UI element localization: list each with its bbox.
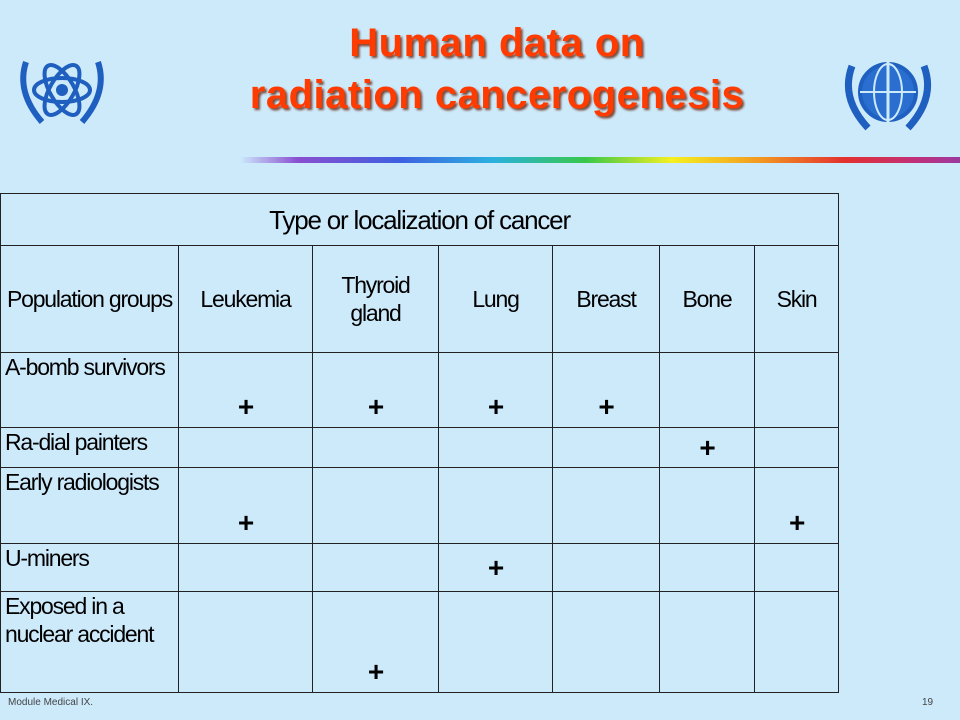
who-logo xyxy=(844,60,932,131)
empty-cell xyxy=(753,352,840,428)
cell-mark: + xyxy=(178,352,313,428)
cell-mark: + xyxy=(312,591,439,693)
cell-mark: + xyxy=(659,427,755,468)
page-number: 19 xyxy=(922,697,934,708)
table-caption: Type or localization of cancer xyxy=(0,193,840,246)
table-row: Ra-dial painters + xyxy=(0,427,840,468)
title-line: radiation cancerogenesis xyxy=(249,73,745,117)
row-label: Ra-dial painters xyxy=(0,427,179,468)
rainbow-divider xyxy=(240,157,960,163)
cell-mark: + xyxy=(312,352,439,428)
empty-cell xyxy=(659,591,755,693)
empty-cell xyxy=(753,427,840,468)
table-row: Early radiologists + + xyxy=(0,467,840,544)
empty-cell xyxy=(438,427,553,468)
row-label: Exposed in a nuclear accident xyxy=(0,591,179,693)
title-line: Human data on xyxy=(349,21,645,65)
empty-cell xyxy=(659,352,755,428)
empty-cell xyxy=(753,543,840,592)
cell-mark: + xyxy=(438,352,553,428)
column-header: Breast xyxy=(552,245,660,353)
cancer-table: Type or localization of cancer Population… xyxy=(0,193,840,693)
caption-row: Type or localization of cancer xyxy=(0,193,840,246)
table-row: A-bomb survivors + + + + xyxy=(0,352,840,428)
empty-cell xyxy=(659,543,755,592)
empty-cell xyxy=(312,543,439,592)
row-label: U-miners xyxy=(0,543,179,592)
column-header: Leukemia xyxy=(178,245,313,353)
empty-cell xyxy=(438,467,553,544)
empty-cell xyxy=(312,467,439,544)
row-label: Early radiologists xyxy=(0,467,179,544)
column-header: Thyroid gland xyxy=(312,245,439,353)
empty-cell xyxy=(178,543,313,592)
empty-cell xyxy=(753,591,840,693)
empty-cell xyxy=(438,591,553,693)
empty-cell xyxy=(659,467,755,544)
cell-mark: + xyxy=(552,352,660,428)
column-header: Population groups xyxy=(0,245,179,353)
table-row: U-miners + xyxy=(0,543,840,592)
empty-cell xyxy=(552,543,660,592)
table-row: Exposed in a nuclear accident + xyxy=(0,591,840,693)
column-header-row: Population groups Leukemia Thyroid gland Lu… xyxy=(0,245,840,353)
empty-cell xyxy=(312,427,439,468)
column-header: Lung xyxy=(438,245,553,353)
empty-cell xyxy=(552,427,660,468)
empty-cell xyxy=(178,427,313,468)
empty-cell xyxy=(552,591,660,693)
iaea-logo xyxy=(20,61,104,124)
empty-cell xyxy=(552,467,660,544)
cell-mark: + xyxy=(753,467,840,544)
column-header: Bone xyxy=(659,245,755,353)
cell-mark: + xyxy=(178,467,313,544)
slide-title: Human data on radiation cancerogenesis xyxy=(180,17,814,121)
footer-module: Module Medical IX. xyxy=(8,697,94,708)
row-label: A-bomb survivors xyxy=(0,352,179,428)
cell-mark: + xyxy=(438,543,553,592)
empty-cell xyxy=(178,591,313,693)
column-header: Skin xyxy=(753,245,840,353)
